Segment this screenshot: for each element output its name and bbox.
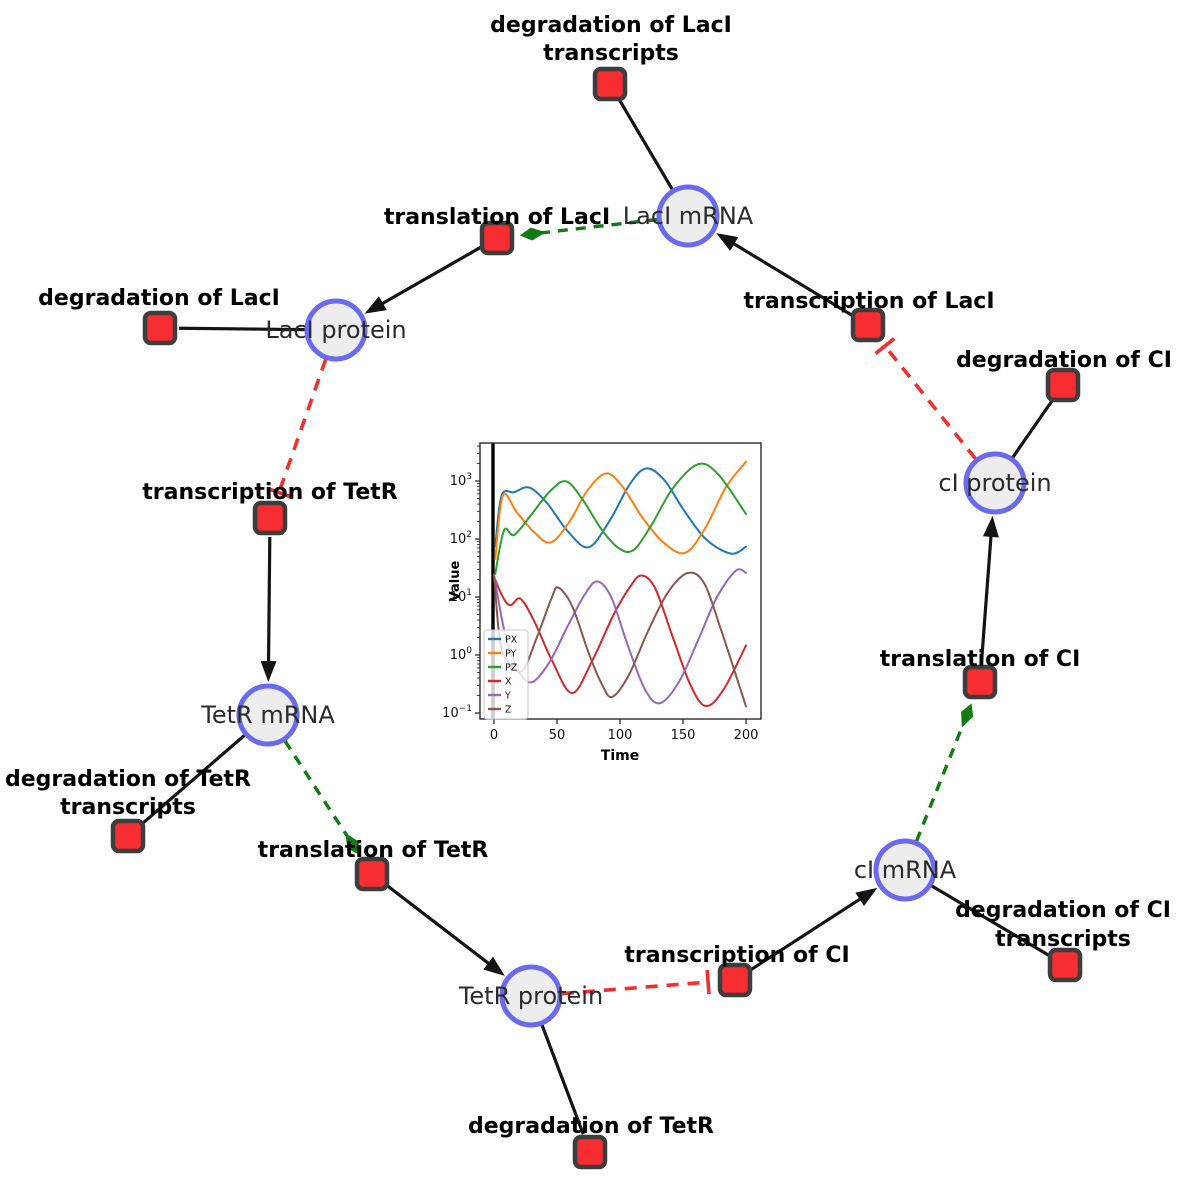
chart-ylabel: Value: [448, 560, 463, 601]
inset-timeseries-plot: 0 50 100 150 200 10−1 100 101 102 103 Time Value PX P…: [438, 431, 777, 764]
edge-tetr_mrna-transl_tetr-catalysis-arrowhead: [345, 832, 360, 855]
legend-label-Z: Z: [505, 705, 512, 716]
edge-ci_mrna-deg_ci_tx: [930, 884, 1050, 957]
edge-ci_mrna-transl_ci: [914, 723, 965, 842]
reaction-node-deg_laci[interactable]: [142, 310, 178, 346]
edge-tetr_protein-transc_ci-inhibition-bar: [705, 970, 711, 995]
reaction-label-deg_laci_tx-line1: degradation of LacI: [490, 13, 732, 38]
reaction-node-deg_ci[interactable]: [1045, 367, 1081, 403]
reaction-node-deg_laci_tx[interactable]: [592, 66, 628, 102]
edge-transc_tetr-tetr_mrna: [266, 536, 272, 665]
edge-ci_protein-transc_laci-inhibition-bar: [874, 337, 896, 355]
chart-ytick-label: 10−1: [442, 704, 472, 721]
reaction-label-transl_laci: translation of LacI: [384, 205, 610, 230]
edge-ci_protein-transc_laci: [883, 344, 977, 460]
reaction-label-deg_ci_tx-line1: degradation of CI: [955, 898, 1171, 923]
reaction-label-transc_ci: transcription of CI: [624, 943, 849, 968]
edge-laci_protein-transc_tetr: [277, 358, 328, 494]
reaction-label-deg_ci: degradation of CI: [956, 348, 1172, 373]
reaction-node-transl_tetr[interactable]: [354, 856, 390, 892]
chart-xtick-label: 150: [671, 728, 696, 743]
edges-layer: [141, 99, 1054, 1135]
reaction-node-transc_ci[interactable]: [717, 962, 753, 998]
species-node-ci_protein[interactable]: [963, 451, 1027, 515]
labels-layer: degradation of LacI transcripts translatio…: [5, 13, 1172, 1139]
reaction-label-transc_laci: transcription of LacI: [743, 289, 994, 314]
reaction-node-transl_ci[interactable]: [962, 664, 998, 700]
species-node-laci_mrna[interactable]: [656, 184, 720, 248]
species-node-tetr_protein[interactable]: [499, 964, 563, 1028]
species-node-tetr_mrna[interactable]: [236, 683, 300, 747]
chart-series-X: [493, 574, 747, 708]
edge-laci_mrna-transl_laci: [541, 217, 658, 235]
reaction-label-deg_tetr_tx-line2: transcripts: [60, 795, 196, 820]
reaction-node-deg_tetr[interactable]: [572, 1134, 608, 1170]
chart-xtick-label: 50: [549, 728, 566, 743]
edge-transc_laci-laci_mrna: [730, 241, 853, 317]
species-label-laci_mrna: LacI mRNA: [623, 202, 754, 230]
chart-series-PX: [494, 467, 747, 555]
species-label-laci_protein: LacI protein: [265, 316, 406, 344]
chart-ytick-label: 100: [450, 646, 473, 663]
reaction-node-deg_tetr_tx[interactable]: [110, 818, 146, 854]
edge-transl_laci-laci_protein: [379, 246, 482, 307]
legend-label-PY: PY: [505, 649, 517, 660]
edge-tetr_protein-deg_tetr: [540, 1024, 585, 1135]
legend-label-PX: PX: [505, 635, 518, 646]
edge-laci_mrna-deg_laci_tx: [618, 99, 674, 191]
species-label-ci_mrna: cI mRNA: [854, 856, 957, 884]
edge-transl_laci-laci_protein-arrowhead: [364, 296, 387, 314]
reaction-node-deg_ci_tx[interactable]: [1047, 947, 1083, 983]
edge-transc_ci-ci_mrna-arrowhead: [855, 887, 878, 907]
reaction-label-deg_tetr: degradation of TetR: [468, 1114, 714, 1139]
species-node-laci_protein[interactable]: [304, 298, 368, 362]
edge-tetr_mrna-transl_tetr: [283, 740, 349, 838]
species-label-tetr_protein: TetR protein: [458, 982, 603, 1010]
chart-series-PZ: [494, 462, 747, 575]
reaction-node-transl_laci[interactable]: [479, 220, 515, 256]
reaction-node-transc_tetr[interactable]: [252, 500, 288, 536]
chart-xtick-label: 0: [490, 728, 498, 743]
reaction-label-deg_laci: degradation of LacI: [38, 286, 280, 311]
edge-tetr_protein-transc_ci: [561, 980, 709, 996]
legend-label-PZ: PZ: [505, 663, 518, 674]
chart-xlabel: Time: [601, 748, 639, 764]
reaction-node-transc_laci[interactable]: [850, 307, 886, 343]
edge-ci_protein-deg_ci: [1011, 399, 1054, 459]
chart-ytick-label: 101: [450, 588, 472, 605]
chart-ytick-label: 102: [450, 530, 472, 547]
edge-laci_protein-deg_laci: [178, 326, 306, 332]
chart-series-PY: [494, 460, 747, 561]
species-node-ci_mrna[interactable]: [873, 838, 937, 902]
edge-transl_tetr-tetr_protein: [386, 884, 492, 967]
edge-transl_tetr-tetr_protein-arrowhead: [483, 956, 505, 976]
chart-ytick-label: 103: [450, 472, 472, 489]
reaction-label-transl_ci: translation of CI: [880, 647, 1081, 672]
legend-label-X: X: [505, 677, 512, 688]
species-label-tetr_mrna: TetR mRNA: [200, 701, 335, 729]
reaction-label-deg_ci_tx-line2: transcripts: [995, 927, 1131, 952]
edge-laci_protein-transc_tetr-inhibition-bar: [267, 486, 291, 499]
legend-label-Y: Y: [504, 691, 511, 702]
chart-xtick-label: 100: [608, 728, 633, 743]
chart-xtick-label: 200: [734, 728, 759, 743]
nodes-layer: [110, 66, 1083, 1170]
edge-ci_mrna-transl_ci-catalysis-arrowhead: [961, 703, 974, 728]
edge-transl_ci-ci_protein-arrowhead: [982, 515, 999, 538]
edge-transl_ci-ci_protein: [979, 533, 993, 664]
reaction-label-deg_laci_tx-line2: transcripts: [543, 41, 679, 66]
edge-tetr_mrna-deg_tetr_tx: [141, 734, 246, 825]
edge-transc_laci-laci_mrna-arrowhead: [716, 233, 739, 251]
edge-transc_ci-ci_mrna: [750, 896, 864, 972]
reaction-label-transc_tetr: transcription of TetR: [142, 480, 398, 505]
species-label-ci_protein: cI protein: [938, 469, 1051, 497]
edge-laci_mrna-transl_laci-catalysis-arrowhead: [519, 227, 546, 241]
reaction-label-transl_tetr: translation of TetR: [258, 838, 489, 863]
edge-transc_tetr-tetr_mrna-arrowhead: [260, 660, 277, 683]
reaction-label-deg_tetr_tx-line1: degradation of TetR: [5, 767, 251, 792]
